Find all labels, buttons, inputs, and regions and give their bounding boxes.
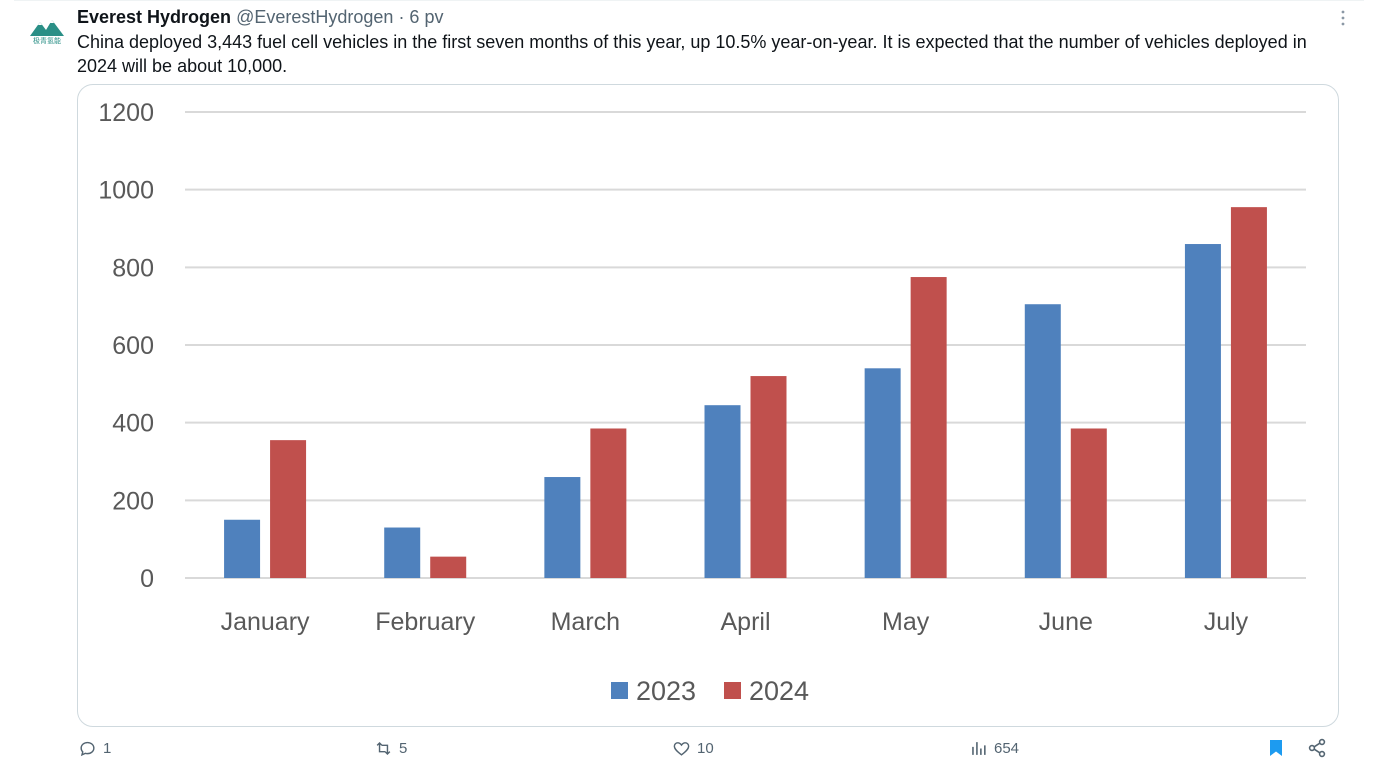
bar-2024-march — [590, 428, 627, 578]
mountain-logo-icon: 极青氢能 — [30, 20, 64, 45]
x-tick-label: January — [221, 608, 310, 636]
like-icon — [673, 741, 690, 756]
tweet-time[interactable]: · 6 pv — [398, 7, 444, 27]
repost-count: 5 — [399, 739, 408, 757]
bar-2023-june — [1024, 304, 1061, 578]
author-handle[interactable]: @EverestHydrogen — [236, 7, 394, 27]
bar-2023-february — [384, 527, 421, 578]
x-tick-label: July — [1204, 608, 1249, 636]
y-tick-label: 800 — [112, 254, 154, 282]
reply-button[interactable]: 1 — [78, 735, 111, 761]
bar-2023-may — [864, 368, 901, 578]
legend-label: 2024 — [749, 676, 809, 706]
views-button[interactable]: 654 — [969, 735, 1019, 761]
tweet-text: China deployed 3,443 fuel cell vehicles … — [77, 32, 1307, 76]
y-tick-label: 1200 — [98, 99, 154, 127]
more-icon[interactable] — [1333, 8, 1353, 28]
bar-2024-may — [910, 277, 947, 578]
y-tick-label: 400 — [112, 410, 154, 438]
bar-2023-july — [1184, 244, 1221, 579]
views-icon — [972, 741, 986, 755]
bookmark-icon[interactable] — [1266, 738, 1286, 758]
like-count: 10 — [697, 739, 714, 757]
bar-2024-june — [1070, 428, 1107, 578]
like-button[interactable]: 10 — [672, 735, 714, 761]
legend-swatch-2024 — [724, 682, 741, 699]
bar-2023-march — [544, 477, 581, 578]
legend-label: 2023 — [636, 676, 696, 706]
y-tick-label: 1000 — [98, 177, 154, 205]
chart-image[interactable]: 0 200 400 600 800 1000 1200 January February Marc… — [77, 84, 1339, 727]
y-tick-label: 600 — [112, 332, 154, 360]
bar-2024-july — [1230, 207, 1267, 578]
x-tick-label: February — [375, 608, 476, 636]
action-bar: 1 5 10 654 — [0, 735, 1375, 761]
bar-chart: 0 200 400 600 800 1000 1200 January February Marc… — [98, 99, 1306, 706]
bar-2023-january — [224, 519, 261, 578]
x-tick-label: March — [551, 608, 620, 636]
reply-icon — [80, 741, 95, 756]
x-tick-label: June — [1039, 608, 1093, 636]
bar-2024-february — [430, 556, 467, 578]
tweet-header: Everest Hydrogen @EverestHydrogen · 6 pv — [77, 6, 443, 28]
top-divider — [14, 0, 1364, 1]
repost-button[interactable]: 5 — [374, 735, 407, 761]
view-count: 654 — [994, 739, 1020, 757]
bar-2023-april — [704, 405, 741, 578]
x-tick-label: May — [882, 608, 930, 636]
bar-2024-april — [750, 376, 787, 578]
reply-count: 1 — [103, 739, 112, 757]
avatar-logo-text: 极青氢能 — [33, 36, 61, 45]
y-tick-label: 200 — [112, 487, 154, 515]
legend-swatch-2023 — [611, 682, 628, 699]
repost-icon — [376, 741, 391, 755]
y-tick-label: 0 — [140, 565, 154, 593]
author-avatar[interactable]: 极青氢能 — [26, 10, 68, 52]
share-icon[interactable] — [1307, 738, 1327, 758]
bar-2024-january — [270, 440, 307, 578]
author-name[interactable]: Everest Hydrogen — [77, 7, 232, 27]
x-tick-label: April — [720, 608, 770, 636]
